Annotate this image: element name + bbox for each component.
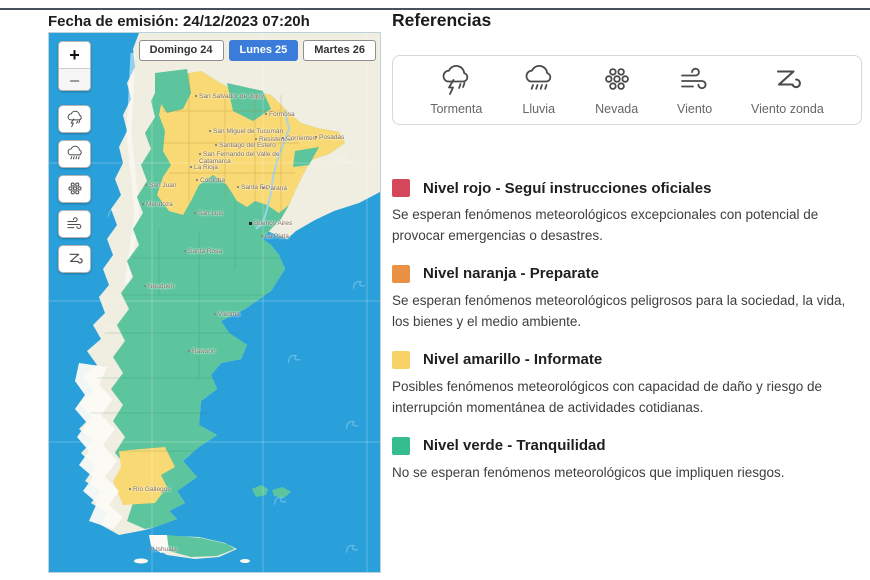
wind-layer-button[interactable] [58, 210, 91, 238]
level-title: Nivel verde - Tranquilidad [423, 437, 606, 455]
references-title: Referencias [392, 10, 492, 30]
malvinas-west [252, 485, 268, 497]
storm-layer-button[interactable] [58, 105, 91, 133]
zoom-in-button[interactable]: + [59, 42, 90, 68]
storm-icon [442, 64, 469, 95]
phenomenon-layer-buttons [58, 105, 91, 273]
zoom-out-button[interactable]: − [59, 68, 90, 90]
argentina-map-canvas[interactable] [49, 33, 381, 573]
level-description: Posibles fenómenos meteorológicos con ca… [392, 378, 823, 415]
page-top-divider [0, 8, 870, 10]
storm-icon [67, 110, 82, 128]
references-panel: Referencias Tormenta Lluvia Nevada Vient… [392, 10, 862, 501]
tab-domingo-24[interactable]: Domingo 24 [138, 40, 224, 61]
andes-ridge [124, 52, 140, 284]
yellow-level-swatch [392, 350, 410, 369]
level-title: Nivel amarillo - Informate [423, 351, 603, 369]
legend-item-lluvia: Lluvia [521, 64, 557, 116]
level-naranja: Nivel naranja - Preparate Se esperan fen… [392, 264, 862, 333]
green-wedge-west [155, 69, 191, 113]
south-islet [240, 559, 250, 563]
legend-label: Lluvia [522, 102, 556, 116]
snow-icon [604, 68, 629, 90]
wind-icon [66, 217, 81, 230]
tab-lunes-25[interactable]: Lunes 25 [228, 40, 299, 61]
legend-item-viento: Viento [677, 64, 713, 116]
yellow-alert-south-region [113, 447, 175, 505]
tdf-argentina-green [167, 535, 235, 557]
zonda-icon [777, 70, 802, 89]
level-verde: Nivel verde - Tranquilidad No se esperan… [392, 436, 862, 484]
legend-label: Viento [677, 102, 713, 116]
green-wedge-corrientes [293, 147, 319, 167]
rain-icon [67, 145, 82, 160]
legend-label: Viento zonda [751, 102, 824, 116]
red-level-swatch [392, 179, 410, 197]
green-level-swatch [392, 436, 410, 455]
zonda-icon [68, 253, 83, 264]
province-borders [161, 73, 299, 219]
map-watermarks [105, 156, 366, 553]
snow-layer-button[interactable] [58, 175, 91, 203]
orange-level-swatch [392, 264, 410, 283]
graticule [49, 33, 380, 572]
level-title: Nivel rojo - Seguí instrucciones oficial… [423, 179, 712, 197]
parana-river [255, 110, 291, 230]
level-rojo: Nivel rojo - Seguí instrucciones oficial… [392, 179, 862, 247]
level-title: Nivel naranja - Preparate [423, 265, 599, 283]
legend-item-tormenta: Tormenta [430, 64, 482, 116]
rain-icon [525, 64, 551, 90]
tab-martes-26[interactable]: Martes 26 [303, 40, 376, 61]
level-amarillo: Nivel amarillo - Informate Posibles fenó… [392, 350, 862, 419]
level-description: Se esperan fenómenos meteorológicos peli… [392, 292, 846, 329]
alert-levels-list: Nivel rojo - Seguí instrucciones oficial… [392, 179, 862, 483]
yellow-alert-north-region [157, 71, 345, 215]
tdf-chile [149, 535, 169, 553]
alert-map[interactable]: San Salvador de Jujuy Formosa San Miguel d… [48, 32, 381, 573]
province-borders-south [91, 201, 281, 452]
day-tabs: Domingo 24 Lunes 25 Martes 26 [138, 40, 376, 61]
phenomena-legend: Tormenta Lluvia Nevada Viento Viento zon… [392, 55, 862, 125]
snow-icon [67, 182, 82, 195]
green-wedge-central [227, 83, 271, 121]
rain-layer-button[interactable] [58, 140, 91, 168]
south-islet [134, 558, 148, 564]
level-description: Se esperan fenómenos meteorológicos exce… [392, 207, 819, 243]
wind-icon [680, 67, 707, 90]
legend-item-viento-zonda: Viento zonda [751, 64, 824, 116]
legend-label: Nevada [595, 102, 639, 116]
level-description: No se esperan fenómenos meteorológicos q… [392, 464, 785, 480]
malvinas-east [272, 487, 291, 498]
legend-label: Tormenta [430, 102, 483, 116]
map-zoom-control: + − [58, 41, 91, 91]
issue-date-label: Fecha de emisión: 24/12/2023 07:20h [48, 13, 310, 30]
chile-snow-region [75, 363, 123, 529]
legend-item-nevada: Nevada [595, 64, 638, 116]
zonda-layer-button[interactable] [58, 245, 91, 273]
